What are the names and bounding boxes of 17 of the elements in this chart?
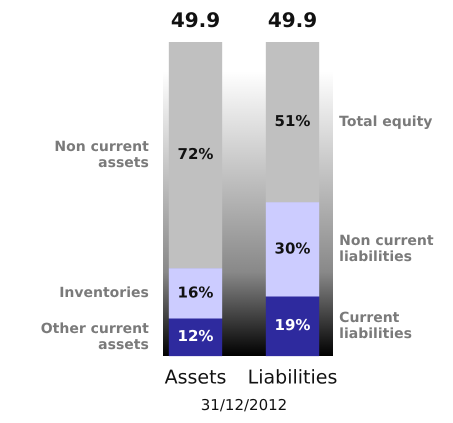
annotation: 49.9	[268, 8, 318, 32]
data-label: 51%	[274, 112, 310, 130]
data-label: 12%	[178, 327, 214, 346]
data-label: 30%	[274, 239, 310, 258]
annotation: 49.9	[170, 8, 220, 32]
series-label: Inventories	[59, 285, 149, 301]
data-label: 19%	[274, 316, 310, 334]
series-label: Total equity	[339, 114, 432, 130]
series-label: Non current assets	[54, 138, 150, 171]
series-label: Current liabilities	[339, 310, 412, 342]
x-axis-title: 31/12/2012	[200, 396, 288, 414]
x-tick-label: Liabilities	[248, 366, 338, 389]
data-label: 72%	[178, 145, 214, 164]
data-label: 16%	[178, 283, 214, 302]
series-label: Non current liabilities	[339, 233, 434, 266]
series-label: Other current assets	[40, 320, 150, 353]
x-tick-label: Assets	[164, 366, 226, 389]
